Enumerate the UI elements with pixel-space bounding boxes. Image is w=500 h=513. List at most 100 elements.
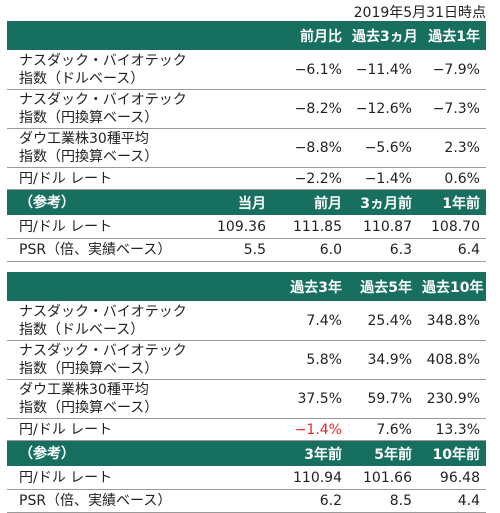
- row-label: PSR（倍、実績ベース）: [7, 238, 186, 262]
- row-label-line: 指数（円換算ベース）: [19, 361, 159, 377]
- row-label: 円/ドル レート: [7, 167, 272, 190]
- value-cell: 0.6%: [418, 167, 486, 190]
- table-header-row: 前月比 過去3ヵ月 過去1年: [7, 21, 486, 51]
- reference-label: （参考）: [7, 440, 186, 467]
- header-blank: [186, 440, 272, 467]
- header-cell: 3年前: [272, 440, 348, 467]
- row-label-line: 指数（ドルベース）: [19, 71, 145, 87]
- value-cell: 7.6%: [348, 418, 418, 441]
- header-cell: 当月: [186, 189, 272, 216]
- value-cell: 110.94: [272, 466, 348, 490]
- performance-table-short-term: 前月比 過去3ヵ月 過去1年 ナスダック・バイオテック 指数（ドルベース） −6…: [7, 21, 486, 262]
- table-row: PSR（倍、実績ベース） 5.5 6.0 6.3 6.4: [7, 238, 486, 262]
- value-cell: 5.8%: [272, 340, 348, 380]
- value-cell: 6.4: [418, 238, 486, 262]
- row-label: ナスダック・バイオテック 指数（円換算ベース）: [7, 340, 272, 380]
- value-cell: −8.2%: [272, 89, 348, 129]
- value-cell: −1.4%: [348, 167, 418, 190]
- header-cell: 前月比: [272, 21, 348, 51]
- header-blank: [186, 21, 272, 51]
- table-row: ダウ工業株30種平均 指数（円換算ベース） −8.8% −5.6% 2.3%: [7, 128, 486, 168]
- table-row: ナスダック・バイオテック 指数（ドルベース） −6.1% −11.4% −7.9…: [7, 50, 486, 90]
- row-label: ナスダック・バイオテック 指数（ドルベース）: [7, 50, 272, 90]
- value-cell: −11.4%: [348, 50, 418, 90]
- header-cell: 10年前: [418, 440, 486, 467]
- table-row: ナスダック・バイオテック 指数（ドルベース） 7.4% 25.4% 348.8%: [7, 301, 486, 341]
- header-cell: 過去10年: [418, 272, 486, 302]
- row-label: ダウ工業株30種平均 指数（円換算ベース）: [7, 379, 272, 419]
- value-cell: −8.8%: [272, 128, 348, 168]
- header-cell: 過去5年: [348, 272, 418, 302]
- row-label-line: ナスダック・バイオテック: [19, 304, 187, 320]
- table-row: ナスダック・バイオテック 指数（円換算ベース） −8.2% −12.6% −7.…: [7, 89, 486, 129]
- row-label: PSR（倍、実績ベース）: [7, 489, 272, 513]
- value-cell: 25.4%: [348, 301, 418, 341]
- value-cell: −6.1%: [272, 50, 348, 90]
- performance-table-long-term: 過去3年 過去5年 過去10年 ナスダック・バイオテック 指数（ドルベース） 7…: [7, 272, 486, 513]
- value-cell: 109.36: [186, 215, 272, 239]
- reference-header-row: （参考） 3年前 5年前 10年前: [7, 440, 486, 467]
- row-label-line: ダウ工業株30種平均: [19, 131, 149, 147]
- table-header-row: 過去3年 過去5年 過去10年: [7, 272, 486, 302]
- value-cell: 59.7%: [348, 379, 418, 419]
- value-cell: 108.70: [418, 215, 486, 239]
- row-label: 円/ドル レート: [7, 215, 186, 239]
- value-cell: 6.2: [272, 489, 348, 513]
- header-cell: 過去3ヵ月: [348, 21, 418, 51]
- table-row: PSR（倍、実績ベース） 6.2 8.5 4.4: [7, 489, 486, 513]
- header-blank: [7, 21, 186, 51]
- value-cell: 101.66: [348, 466, 418, 490]
- value-cell: 230.9%: [418, 379, 486, 419]
- as-of-date: 2019年5月31日時点: [353, 5, 486, 21]
- table-row: 円/ドル レート −1.4% 7.6% 13.3%: [7, 418, 486, 441]
- row-label-line: ナスダック・バイオテック: [19, 343, 187, 359]
- value-cell: −5.6%: [348, 128, 418, 168]
- row-label-line: 指数（円換算ベース）: [19, 400, 159, 416]
- row-label: ナスダック・バイオテック 指数（円換算ベース）: [7, 89, 272, 129]
- value-cell: 4.4: [418, 489, 486, 513]
- row-label-line: 指数（ドルベース）: [19, 322, 145, 338]
- header-cell: 5年前: [348, 440, 418, 467]
- value-cell: 110.87: [348, 215, 418, 239]
- table-row: 円/ドル レート −2.2% −1.4% 0.6%: [7, 167, 486, 190]
- table-row: ダウ工業株30種平均 指数（円換算ベース） 37.5% 59.7% 230.9%: [7, 379, 486, 419]
- value-cell: −7.3%: [418, 89, 486, 129]
- value-cell: 348.8%: [418, 301, 486, 341]
- value-cell: −12.6%: [348, 89, 418, 129]
- value-cell: 13.3%: [418, 418, 486, 441]
- table-row: 円/ドル レート 109.36 111.85 110.87 108.70: [7, 215, 486, 239]
- header-cell: 1年前: [418, 189, 486, 216]
- value-cell-negative: −1.4%: [272, 418, 348, 441]
- header-cell: 3ヵ月前: [348, 189, 418, 216]
- row-label-line: 指数（円換算ベース）: [19, 110, 159, 126]
- reference-header-row: （参考） 当月 前月 3ヵ月前 1年前: [7, 189, 486, 216]
- row-label-line: 指数（円換算ベース）: [19, 149, 159, 165]
- header-blank: [186, 272, 272, 302]
- value-cell: 6.3: [348, 238, 418, 262]
- table-row: ナスダック・バイオテック 指数（円換算ベース） 5.8% 34.9% 408.8…: [7, 340, 486, 380]
- value-cell: −7.9%: [418, 50, 486, 90]
- value-cell: 8.5: [348, 489, 418, 513]
- row-label: ダウ工業株30種平均 指数（円換算ベース）: [7, 128, 272, 168]
- value-cell: −2.2%: [272, 167, 348, 190]
- row-label: ナスダック・バイオテック 指数（ドルベース）: [7, 301, 272, 341]
- header-cell: 前月: [272, 189, 348, 216]
- value-cell: 34.9%: [348, 340, 418, 380]
- row-label-line: ダウ工業株30種平均: [19, 382, 149, 398]
- header-blank: [7, 272, 186, 302]
- row-label-line: ナスダック・バイオテック: [19, 92, 187, 108]
- table-row: 円/ドル レート 110.94 101.66 96.48: [7, 466, 486, 490]
- reference-label: （参考）: [7, 189, 186, 216]
- row-label-line: ナスダック・バイオテック: [19, 53, 187, 69]
- value-cell: 6.0: [272, 238, 348, 262]
- value-cell: 5.5: [186, 238, 272, 262]
- header-cell: 過去1年: [418, 21, 486, 51]
- value-cell: 7.4%: [272, 301, 348, 341]
- row-label: 円/ドル レート: [7, 466, 272, 490]
- value-cell: 408.8%: [418, 340, 486, 380]
- value-cell: 2.3%: [418, 128, 486, 168]
- header-cell: 過去3年: [272, 272, 348, 302]
- value-cell: 37.5%: [272, 379, 348, 419]
- value-cell: 111.85: [272, 215, 348, 239]
- value-cell: 96.48: [418, 466, 486, 490]
